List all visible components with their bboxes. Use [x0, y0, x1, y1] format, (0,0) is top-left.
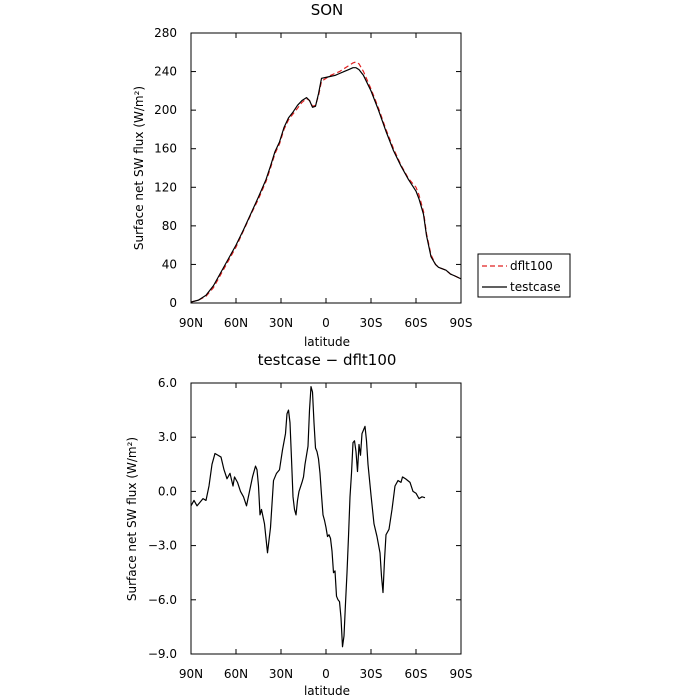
bottom-chart-series-line-difference: [190, 386, 426, 648]
top-chart-y-tick-label: 280: [154, 26, 177, 40]
bottom-chart-y-tick-label: 6.0: [158, 376, 177, 390]
bottom-chart-frame: [190, 382, 462, 655]
bottom-chart-ylabel: Surface net SW flux (W/m²): [125, 437, 139, 601]
top-chart-y-tick-label: 40: [162, 257, 177, 271]
legend-label-dflt100: dflt100: [510, 259, 553, 273]
bottom-chart-x-tick-label: 90S: [450, 667, 473, 681]
bottom-chart-y-ticks: 6.0 3.0 0.0 −3.0 −6.0 −9.0: [148, 376, 461, 661]
bottom-chart-xlabel: latitude: [304, 684, 350, 698]
legend-label-testcase: testcase: [510, 280, 561, 294]
bottom-chart-y-tick-label: 0.0: [158, 484, 177, 498]
top-chart-x-tick-label: 90S: [450, 316, 473, 330]
top-chart: SON latitude Surface net SW flux (W/m²) …: [132, 1, 472, 349]
bottom-chart-series: [190, 386, 426, 648]
bottom-chart-y-tick-label: 3.0: [158, 430, 177, 444]
bottom-chart-y-tick-label: −3.0: [148, 539, 177, 553]
top-chart-x-tick-label: 90N: [179, 316, 203, 330]
bottom-chart-x-tick-label: 60N: [224, 667, 248, 681]
top-chart-series-line-testcase: [190, 67, 462, 303]
top-chart-x-tick-label: 60S: [405, 316, 428, 330]
top-chart-ylabel: Surface net SW flux (W/m²): [132, 86, 146, 250]
top-chart-series-line-dflt100: [190, 61, 462, 303]
top-chart-y-tick-label: 0: [169, 296, 177, 310]
top-chart-y-tick-label: 200: [154, 103, 177, 117]
top-chart-x-tick-label: 30S: [360, 316, 383, 330]
top-chart-y-tick-label: 120: [154, 180, 177, 194]
bottom-chart-x-ticks: 90N 60N 30N 0 30S 60S 90S: [179, 383, 473, 681]
top-chart-y-tick-label: 80: [162, 219, 177, 233]
top-chart-x-tick-label: 30N: [269, 316, 293, 330]
bottom-chart-x-tick-label: 30S: [360, 667, 383, 681]
bottom-chart-title: testcase − dflt100: [258, 351, 397, 369]
bottom-chart-y-tick-label: −9.0: [148, 647, 177, 661]
top-chart-y-tick-label: 240: [154, 65, 177, 79]
top-chart-x-tick-label: 60N: [224, 316, 248, 330]
top-chart-title: SON: [311, 1, 344, 19]
legend-box: [477, 253, 571, 298]
legend: dflt100 testcase: [477, 253, 571, 298]
bottom-chart-x-tick-label: 60S: [405, 667, 428, 681]
top-chart-series: [190, 61, 462, 303]
bottom-chart-x-tick-label: 30N: [269, 667, 293, 681]
top-chart-x-tick-label: 0: [322, 316, 330, 330]
top-chart-y-ticks: 0 40 80 120 160 200 240 280: [154, 26, 461, 310]
bottom-chart-x-tick-label: 0: [322, 667, 330, 681]
top-chart-y-tick-label: 160: [154, 142, 177, 156]
bottom-chart: testcase − dflt100 latitude Surface net …: [125, 351, 472, 698]
bottom-chart-x-tick-label: 90N: [179, 667, 203, 681]
top-chart-frame: [190, 32, 462, 304]
bottom-chart-y-tick-label: −6.0: [148, 593, 177, 607]
top-chart-xlabel: latitude: [304, 335, 350, 349]
top-chart-x-ticks: 90N 60N 30N 0 30S 60S 90S: [179, 33, 473, 330]
